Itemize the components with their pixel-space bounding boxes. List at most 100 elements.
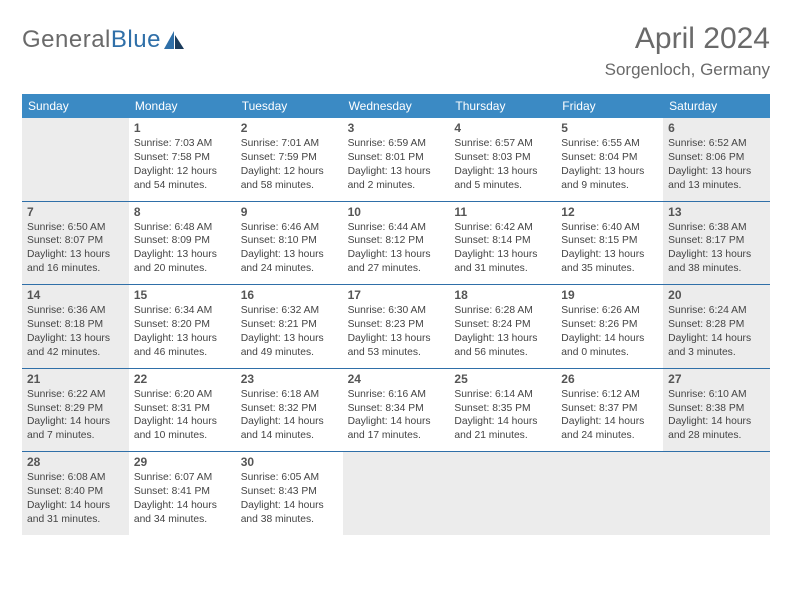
- day-number: 28: [27, 455, 124, 469]
- day-info-line: Sunset: 8:14 PM: [454, 234, 551, 248]
- day-info-line: Daylight: 14 hours: [668, 332, 765, 346]
- day-info-line: and 0 minutes.: [561, 346, 658, 360]
- day-info-line: and 42 minutes.: [27, 346, 124, 360]
- day-info-line: Sunset: 8:15 PM: [561, 234, 658, 248]
- day-info-line: Sunrise: 6:46 AM: [241, 221, 338, 235]
- day-info-line: and 20 minutes.: [134, 262, 231, 276]
- day-cell: 5Sunrise: 6:55 AMSunset: 8:04 PMDaylight…: [556, 118, 663, 201]
- day-info-line: Daylight: 13 hours: [241, 248, 338, 262]
- dow-cell: Wednesday: [343, 94, 450, 118]
- day-info-line: and 27 minutes.: [348, 262, 445, 276]
- day-info-line: Sunrise: 6:28 AM: [454, 304, 551, 318]
- day-cell: 4Sunrise: 6:57 AMSunset: 8:03 PMDaylight…: [449, 118, 556, 201]
- day-number: 17: [348, 288, 445, 302]
- day-info-line: Sunrise: 6:52 AM: [668, 137, 765, 151]
- day-cell: 2Sunrise: 7:01 AMSunset: 7:59 PMDaylight…: [236, 118, 343, 201]
- day-info-line: and 38 minutes.: [241, 513, 338, 527]
- day-info-line: Sunset: 8:31 PM: [134, 402, 231, 416]
- day-number: 10: [348, 205, 445, 219]
- day-info-line: Sunset: 8:29 PM: [27, 402, 124, 416]
- day-info: Sunrise: 6:48 AMSunset: 8:09 PMDaylight:…: [134, 221, 231, 277]
- day-info-line: and 21 minutes.: [454, 429, 551, 443]
- day-info-line: Daylight: 14 hours: [27, 415, 124, 429]
- day-number: 1: [134, 121, 231, 135]
- day-info: Sunrise: 6:32 AMSunset: 8:21 PMDaylight:…: [241, 304, 338, 360]
- day-info-line: Daylight: 14 hours: [561, 332, 658, 346]
- day-info-line: Daylight: 13 hours: [134, 248, 231, 262]
- day-cell: 22 Sunrise: 6:20 AMSunset: 8:31 PMDayligh…: [129, 369, 236, 452]
- day-info-line: Sunset: 8:03 PM: [454, 151, 551, 165]
- day-info-line: Sunrise: 6:30 AM: [348, 304, 445, 318]
- day-info-line: Sunrise: 6:18 AM: [241, 388, 338, 402]
- day-info-line: and 13 minutes.: [668, 179, 765, 193]
- dow-cell: Saturday: [663, 94, 770, 118]
- day-cell: 15Sunrise: 6:34 AMSunset: 8:20 PMDayligh…: [129, 285, 236, 368]
- title-block: April 2024 Sorgenloch, Germany: [605, 22, 770, 80]
- day-info-line: Sunrise: 6:36 AM: [27, 304, 124, 318]
- day-info: Sunrise: 6:44 AMSunset: 8:12 PMDaylight:…: [348, 221, 445, 277]
- day-info: Sunrise: 6:10 AMSunset: 8:38 PMDaylight:…: [668, 388, 765, 444]
- day-cell: 3Sunrise: 6:59 AMSunset: 8:01 PMDaylight…: [343, 118, 450, 201]
- day-number: 25: [454, 372, 551, 386]
- day-info: Sunrise: 6:30 AMSunset: 8:23 PMDaylight:…: [348, 304, 445, 360]
- day-info-line: and 54 minutes.: [134, 179, 231, 193]
- day-info-line: Sunset: 8:01 PM: [348, 151, 445, 165]
- day-info-line: Sunrise: 6:12 AM: [561, 388, 658, 402]
- day-info-line: and 46 minutes.: [134, 346, 231, 360]
- day-cell: 12Sunrise: 6:40 AMSunset: 8:15 PMDayligh…: [556, 202, 663, 285]
- day-cell: 18 Sunrise: 6:28 AMSunset: 8:24 PMDayligh…: [449, 285, 556, 368]
- day-cell: 27Sunrise: 6:10 AMSunset: 8:38 PMDayligh…: [663, 369, 770, 452]
- day-info-line: Sunset: 7:59 PM: [241, 151, 338, 165]
- day-number: 14: [27, 288, 124, 302]
- day-info-line: Daylight: 14 hours: [348, 415, 445, 429]
- day-cell: 8 Sunrise: 6:48 AMSunset: 8:09 PMDaylight…: [129, 202, 236, 285]
- day-number: 18: [454, 288, 551, 302]
- day-number: 9: [241, 205, 338, 219]
- day-info: Sunrise: 6:28 AMSunset: 8:24 PMDaylight:…: [454, 304, 551, 360]
- day-number: 22: [134, 372, 231, 386]
- day-number: 13: [668, 205, 765, 219]
- day-info: Sunrise: 6:42 AMSunset: 8:14 PMDaylight:…: [454, 221, 551, 277]
- location: Sorgenloch, Germany: [605, 60, 770, 80]
- day-info-line: and 53 minutes.: [348, 346, 445, 360]
- day-info-line: Sunset: 8:06 PM: [668, 151, 765, 165]
- day-info-line: Daylight: 14 hours: [27, 499, 124, 513]
- day-info-line: Sunrise: 6:26 AM: [561, 304, 658, 318]
- day-info-line: Sunrise: 6:40 AM: [561, 221, 658, 235]
- week-row: 28Sunrise: 6:08 AMSunset: 8:40 PMDayligh…: [22, 452, 770, 535]
- day-info-line: Sunrise: 6:55 AM: [561, 137, 658, 151]
- day-info-line: Sunset: 8:10 PM: [241, 234, 338, 248]
- day-info-line: Sunset: 8:43 PM: [241, 485, 338, 499]
- day-info: Sunrise: 6:18 AMSunset: 8:32 PMDaylight:…: [241, 388, 338, 444]
- dow-cell: Thursday: [449, 94, 556, 118]
- day-info-line: and 38 minutes.: [668, 262, 765, 276]
- day-info-line: Daylight: 13 hours: [454, 248, 551, 262]
- dow-cell: Sunday: [22, 94, 129, 118]
- dow-row: SundayMondayTuesdayWednesdayThursdayFrid…: [22, 94, 770, 118]
- day-info-line: and 10 minutes.: [134, 429, 231, 443]
- header: GeneralBlue April 2024 Sorgenloch, Germa…: [22, 22, 770, 80]
- day-info-line: Sunrise: 6:05 AM: [241, 471, 338, 485]
- day-cell: 25Sunrise: 6:14 AMSunset: 8:35 PMDayligh…: [449, 369, 556, 452]
- day-info-line: and 14 minutes.: [241, 429, 338, 443]
- day-number: 5: [561, 121, 658, 135]
- day-info-line: and 24 minutes.: [561, 429, 658, 443]
- day-info-line: Sunset: 8:32 PM: [241, 402, 338, 416]
- day-info-line: and 16 minutes.: [27, 262, 124, 276]
- day-number: 8: [134, 205, 231, 219]
- day-info-line: Daylight: 13 hours: [668, 165, 765, 179]
- day-info-line: Sunset: 8:26 PM: [561, 318, 658, 332]
- day-number: 23: [241, 372, 338, 386]
- day-info-line: Sunset: 8:35 PM: [454, 402, 551, 416]
- day-info-line: and 35 minutes.: [561, 262, 658, 276]
- day-cell: [343, 452, 450, 535]
- day-info-line: Daylight: 14 hours: [134, 415, 231, 429]
- day-info-line: Sunset: 8:38 PM: [668, 402, 765, 416]
- day-cell: 7Sunrise: 6:50 AMSunset: 8:07 PMDaylight…: [22, 202, 129, 285]
- day-info-line: Sunrise: 6:20 AM: [134, 388, 231, 402]
- sail-icon: [164, 31, 184, 49]
- day-info-line: Daylight: 13 hours: [27, 332, 124, 346]
- day-info: Sunrise: 6:46 AMSunset: 8:10 PMDaylight:…: [241, 221, 338, 277]
- day-info: Sunrise: 6:05 AMSunset: 8:43 PMDaylight:…: [241, 471, 338, 527]
- day-info: Sunrise: 6:50 AMSunset: 8:07 PMDaylight:…: [27, 221, 124, 277]
